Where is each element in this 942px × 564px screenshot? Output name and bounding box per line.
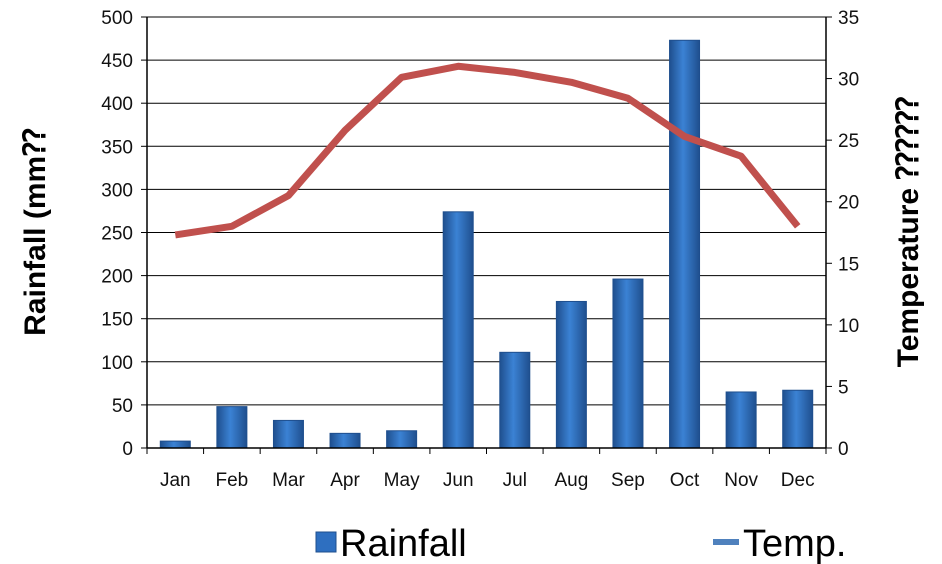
temperature-line-layer (174, 62, 801, 239)
y-tick-label: 350 (101, 137, 133, 158)
rainfall-bar-jun (442, 211, 474, 449)
axis-titles: Rainfall (mm⁇ Temperature ⁇⁇⁇ (19, 96, 925, 367)
rainfall-bar-may (386, 430, 418, 449)
rainfall-bar-apr (329, 432, 361, 449)
x-tick-label: Jan (160, 470, 191, 491)
rainfall-bar-dec (782, 389, 814, 449)
y2-tick-label: 5 (838, 377, 849, 398)
y2-axis-title: Temperature ⁇⁇⁇ (892, 96, 925, 367)
x-tick-label: Jun (443, 470, 474, 491)
y-tick-label: 150 (101, 310, 133, 331)
rainfall-bar-nov (725, 391, 757, 449)
x-tick-label: Nov (724, 470, 758, 491)
y-axis-title: Rainfall (mm⁇ (19, 128, 52, 336)
x-tick-label: Aug (554, 470, 588, 491)
rainfall-bar-mar (272, 419, 304, 449)
x-tick-label: Sep (611, 470, 645, 491)
y-tick-label: 500 (101, 8, 133, 29)
y-tick-label: 450 (101, 51, 133, 72)
y2-tick-label: 15 (838, 254, 859, 275)
legend: Rainfall Temp. (315, 523, 846, 564)
rainfall-bar-feb (216, 406, 248, 449)
y2-tick-label: 30 (838, 70, 859, 91)
gridlines (147, 16, 826, 449)
rainfall-bars (159, 39, 814, 449)
y2-tick-label: 20 (838, 193, 859, 214)
y-tick-label: 300 (101, 180, 133, 201)
rainfall-bar-oct (669, 39, 701, 449)
rainfall-bar-sep (612, 278, 644, 449)
rainfall-bar-jan (159, 440, 191, 449)
x-tick-label: Dec (781, 470, 815, 491)
plot-frame (141, 16, 832, 454)
x-tick-label: Apr (330, 470, 360, 491)
y-tick-label: 50 (112, 396, 133, 417)
legend-rainfall-swatch (315, 531, 337, 553)
y2-tick-label: 10 (838, 316, 859, 337)
y2-tick-label: 25 (838, 131, 859, 152)
legend-rainfall-label: Rainfall (340, 523, 467, 564)
x-tick-label: Jul (503, 470, 527, 491)
rainfall-bar-jul (499, 351, 531, 449)
y-tick-label: 400 (101, 94, 133, 115)
tick-labels: 0 50 100 150 200 250 300 350 400 450 500 0 5 10 15 20 25… (101, 8, 859, 491)
y-tick-label: 0 (122, 439, 133, 460)
y2-tick-label: 0 (838, 439, 849, 460)
y-tick-label: 100 (101, 353, 133, 374)
x-tick-label: May (384, 470, 420, 491)
y-tick-label: 200 (101, 267, 133, 288)
y-tick-label: 250 (101, 224, 133, 245)
temperature-line (174, 62, 801, 239)
rainfall-bar-aug (555, 300, 587, 449)
legend-temp-label: Temp. (743, 523, 846, 564)
x-tick-label: Mar (272, 470, 305, 491)
y2-tick-label: 35 (838, 8, 859, 29)
x-tick-label: Feb (216, 470, 249, 491)
legend-temp-swatch (713, 539, 739, 545)
x-tick-label: Oct (670, 470, 700, 491)
